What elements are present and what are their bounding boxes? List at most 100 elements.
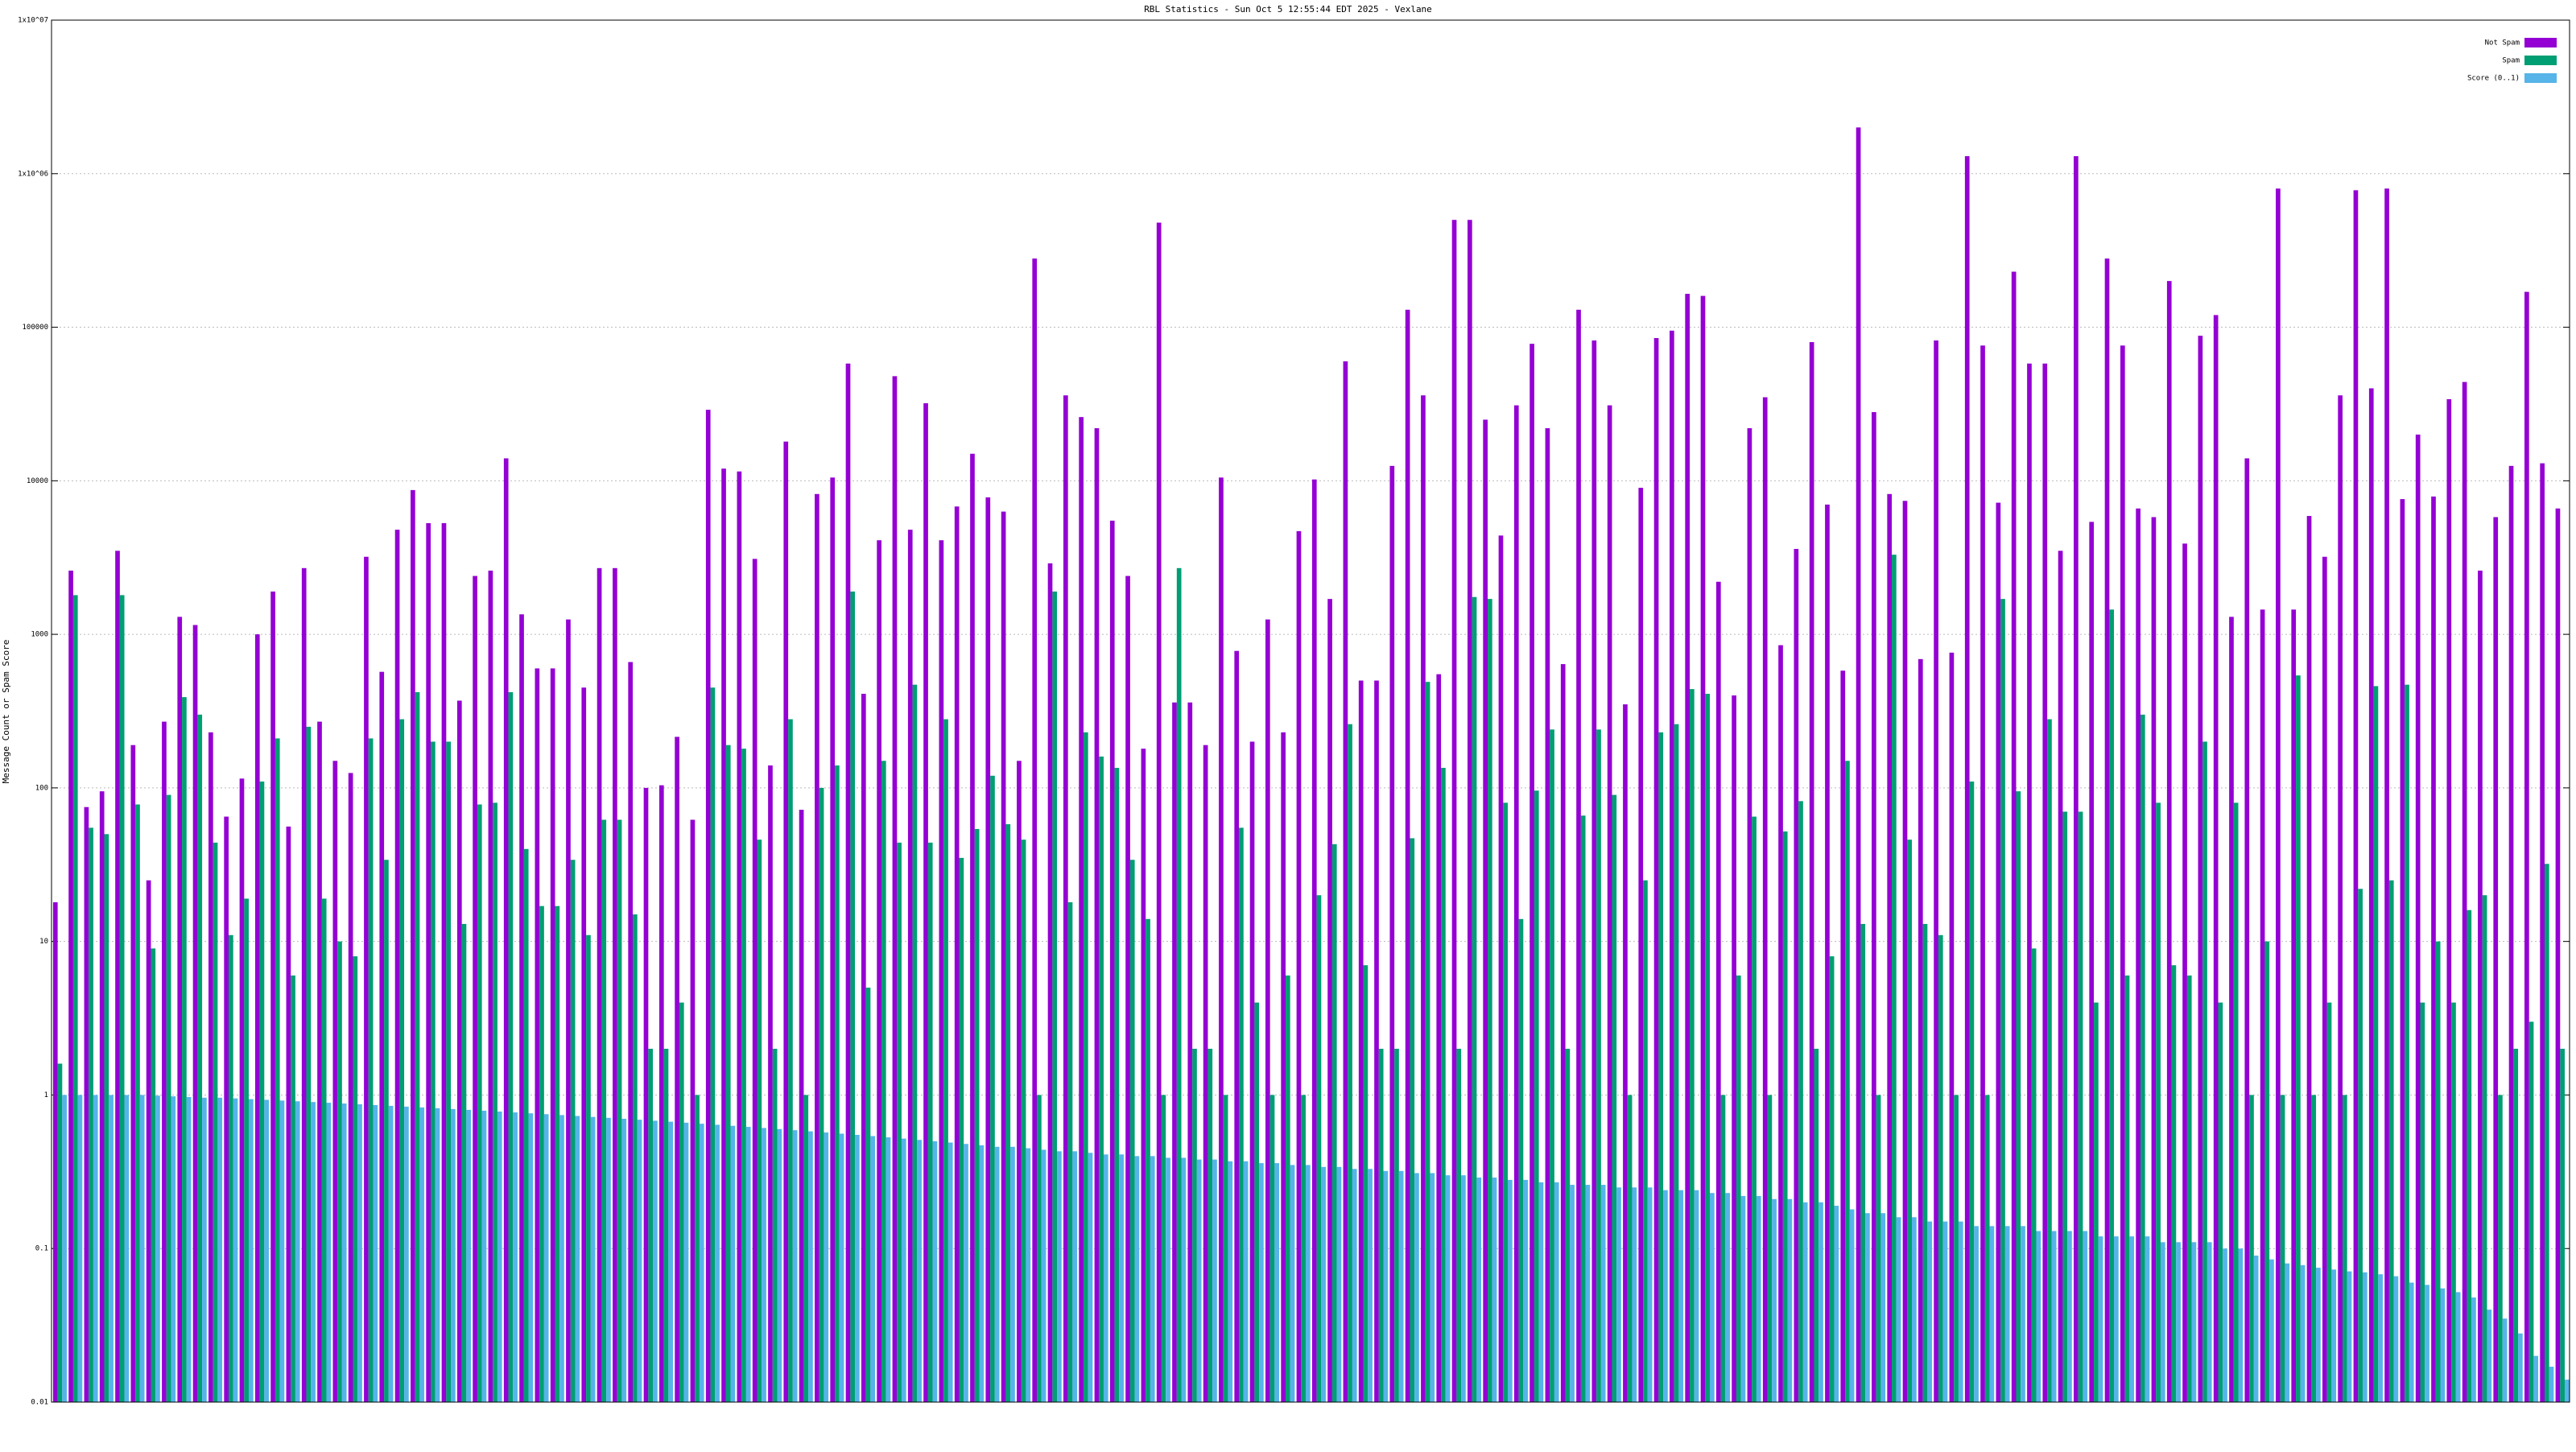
bar bbox=[1685, 294, 1690, 1402]
bar bbox=[839, 1133, 844, 1402]
bar bbox=[2300, 1264, 2306, 1402]
bar bbox=[1430, 1173, 1435, 1402]
bar bbox=[1934, 340, 1938, 1403]
bar bbox=[62, 1095, 67, 1402]
bar bbox=[2244, 458, 2250, 1402]
bar bbox=[394, 530, 400, 1402]
bar bbox=[2160, 1242, 2165, 1402]
bar bbox=[1290, 1165, 1295, 1402]
bar bbox=[202, 1097, 207, 1402]
bar bbox=[917, 1140, 922, 1402]
bar bbox=[1678, 1190, 1684, 1402]
bar bbox=[1483, 419, 1488, 1402]
bar bbox=[1834, 1206, 1839, 1402]
bar bbox=[1099, 756, 1104, 1402]
bar bbox=[1632, 1187, 1637, 1402]
bar bbox=[1938, 934, 1943, 1402]
bar bbox=[224, 816, 229, 1402]
bar bbox=[2388, 880, 2394, 1402]
bar bbox=[477, 804, 482, 1402]
bar bbox=[2347, 1271, 2352, 1402]
bar bbox=[855, 1134, 860, 1402]
bar bbox=[139, 1095, 145, 1402]
bar bbox=[1818, 1202, 1823, 1402]
bar bbox=[741, 749, 746, 1402]
bar bbox=[337, 941, 342, 1402]
bar bbox=[2358, 889, 2363, 1402]
bar bbox=[1239, 827, 1244, 1402]
bar bbox=[901, 1138, 906, 1402]
bar bbox=[2280, 1095, 2285, 1402]
bar bbox=[1787, 1198, 1793, 1402]
bar bbox=[1576, 309, 1581, 1403]
bar bbox=[2549, 1367, 2554, 1402]
legend-label: Spam bbox=[2502, 57, 2520, 65]
bar bbox=[1887, 493, 1893, 1402]
bar bbox=[2120, 345, 2125, 1402]
bar bbox=[1109, 520, 1115, 1402]
bar bbox=[1331, 844, 1337, 1402]
bar bbox=[2016, 791, 2021, 1402]
bar bbox=[2067, 1231, 2072, 1402]
bar bbox=[1129, 860, 1135, 1402]
bar bbox=[1228, 1161, 1233, 1402]
bar bbox=[456, 700, 462, 1402]
bar bbox=[264, 1099, 269, 1402]
bar bbox=[2182, 543, 2187, 1402]
bar bbox=[99, 791, 105, 1402]
bar bbox=[1363, 965, 1368, 1402]
bar bbox=[1538, 1182, 1544, 1402]
bar bbox=[1176, 567, 1182, 1403]
bar bbox=[2229, 617, 2234, 1402]
bar bbox=[1565, 1049, 1571, 1402]
bar bbox=[348, 773, 353, 1402]
bar bbox=[368, 738, 374, 1402]
bar bbox=[1872, 412, 1876, 1402]
bar bbox=[2109, 609, 2115, 1402]
bar bbox=[2176, 1242, 2181, 1402]
bar bbox=[1010, 1146, 1015, 1402]
bar bbox=[2098, 1236, 2103, 1402]
bar bbox=[1958, 1221, 1963, 1402]
bar bbox=[2260, 609, 2265, 1402]
bar bbox=[886, 1137, 891, 1402]
bar bbox=[2493, 517, 2499, 1402]
bar bbox=[1057, 1151, 1062, 1402]
bar bbox=[411, 489, 415, 1402]
bar bbox=[2405, 684, 2409, 1402]
bar bbox=[1600, 1185, 1606, 1402]
bar bbox=[1243, 1161, 1249, 1402]
bar bbox=[1814, 1049, 1819, 1402]
bar bbox=[1285, 975, 1290, 1402]
bar bbox=[865, 988, 871, 1402]
bar bbox=[824, 1132, 829, 1402]
bar bbox=[2062, 811, 2068, 1402]
bar bbox=[2431, 496, 2436, 1403]
bar bbox=[2560, 1049, 2565, 1402]
bar bbox=[1067, 901, 1073, 1402]
bar bbox=[2378, 1274, 2383, 1402]
bar bbox=[783, 441, 789, 1402]
bar bbox=[2166, 281, 2172, 1402]
bar bbox=[699, 1124, 704, 1402]
bar bbox=[1876, 1095, 1881, 1402]
bar bbox=[1710, 1193, 1715, 1402]
bar bbox=[994, 1146, 1000, 1402]
bar bbox=[737, 471, 742, 1402]
bar bbox=[431, 741, 436, 1402]
bar bbox=[1114, 768, 1120, 1402]
bar bbox=[1203, 745, 1208, 1402]
bar bbox=[2136, 508, 2140, 1403]
bar bbox=[1088, 1153, 1093, 1402]
legend-label: Score (0..1) bbox=[2467, 75, 2520, 83]
bar bbox=[1265, 619, 1270, 1402]
bar bbox=[835, 765, 840, 1402]
bar bbox=[637, 1120, 642, 1402]
bar bbox=[606, 1117, 611, 1402]
bar bbox=[2094, 1002, 2099, 1402]
bar bbox=[286, 826, 291, 1402]
bar bbox=[275, 738, 280, 1402]
bar bbox=[621, 1118, 627, 1402]
bar bbox=[757, 839, 762, 1402]
bar bbox=[628, 662, 634, 1402]
